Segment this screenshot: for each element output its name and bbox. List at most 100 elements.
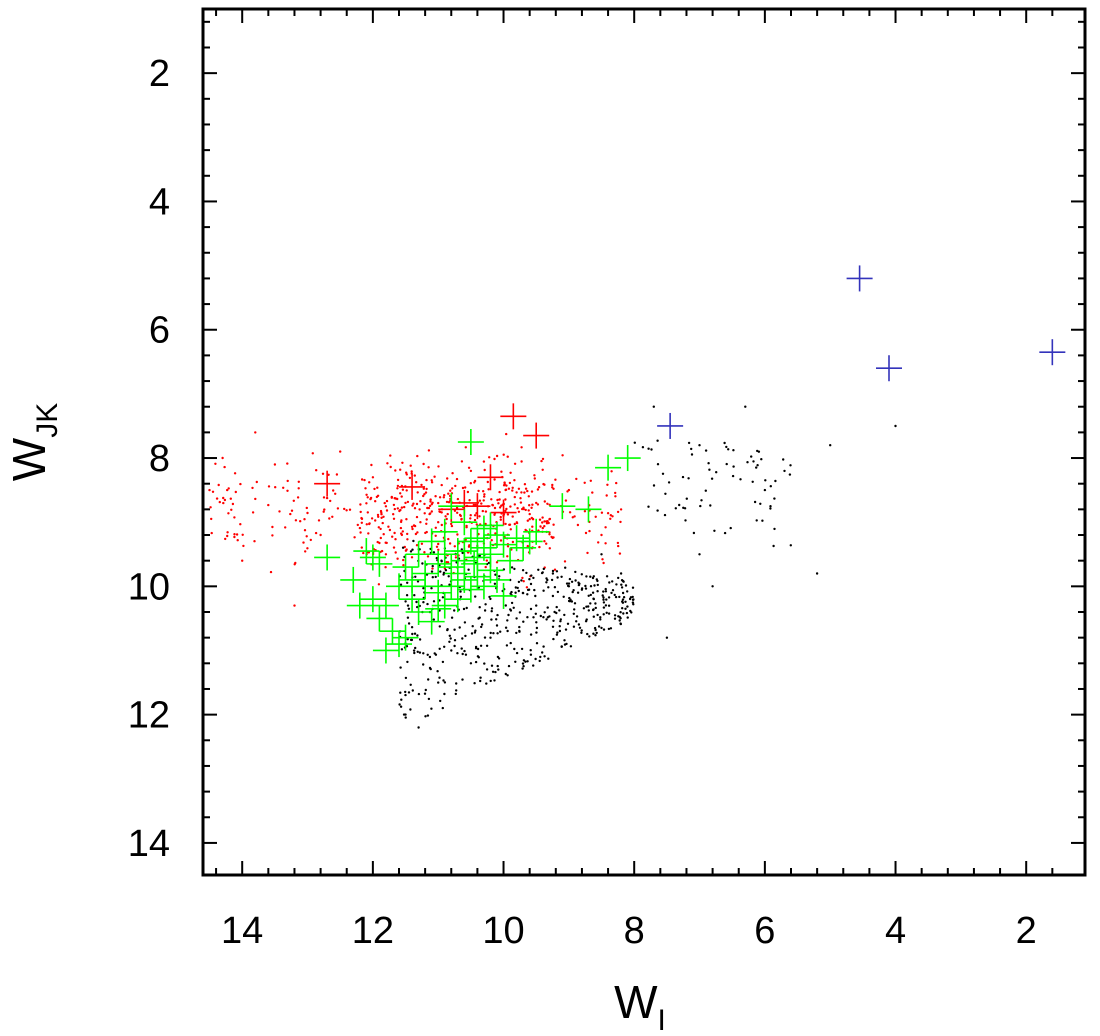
red-dot-point [390,495,393,499]
red-dot-point [524,508,527,512]
black-dot-point [411,689,414,692]
red-dot-point [468,499,471,502]
black-dot-point [535,631,538,634]
red-dot-point [495,454,499,458]
red-dot-point [380,516,383,519]
red-dot-point [493,457,496,461]
black-dot-point [409,708,412,711]
red-dot-point [359,531,362,534]
black-dot-point [641,446,645,449]
black-dot-point [441,596,445,599]
black-dot-point [490,607,494,610]
red-dot-point [233,533,236,536]
red-dot-point [540,459,543,463]
red-dot-point [293,604,296,607]
black-dot-point [558,629,562,633]
black-dot-point [698,444,701,447]
black-dot-point [409,550,413,553]
red-dot-point [548,533,551,536]
red-dot-point [597,541,600,544]
black-dot-point [578,626,582,629]
red-dot-point [406,532,409,536]
red-dot-point [434,526,437,529]
red-dot-point [210,531,213,535]
black-dot-point [476,655,480,658]
red-dot-point [616,541,620,545]
red-dot-point [422,494,425,498]
black-dot-point [431,564,434,568]
red-dot-point [396,507,399,510]
black-dot-point [529,649,532,652]
black-dot-point [576,591,580,594]
red-dot-point [422,462,425,466]
black-dot-point [746,461,749,464]
black-dot-point [573,608,576,611]
black-dot-point [532,616,535,619]
black-dot-point [683,507,687,510]
red-dot-point [451,487,454,490]
black-dot-point [613,593,616,597]
red-dot-point [254,431,257,434]
red-dot-point [415,515,419,519]
black-dot-point [439,570,442,573]
black-dot-point [621,591,625,595]
black-dot-point [619,611,622,614]
black-dot-point [550,578,554,582]
red-dot-point [473,481,476,484]
black-dot-point [510,601,514,605]
black-dot-point [588,635,591,638]
red-dot-point [511,486,514,489]
red-dot-point [370,463,373,467]
red-dot-point [234,490,237,494]
red-dot-point [536,503,540,506]
black-dot-point [571,590,574,594]
black-dot-point [687,477,690,480]
red-dot-point [289,512,292,516]
red-dot-point [513,495,516,499]
black-dot-point [564,566,567,569]
red-dot-point [440,523,443,527]
red-dot-point [399,526,403,530]
black-dot-point [678,503,681,507]
green-plus-marker [490,531,517,558]
red-dot-point [413,507,417,510]
black-dot-point [529,653,533,656]
black-dot-point [547,657,550,660]
red-dot-point [233,516,236,519]
red-dot-point [377,526,380,529]
red-dot-point [453,509,457,512]
black-dot-point [422,663,425,666]
black-dot-point [526,660,529,663]
black-dot-point [601,594,604,597]
red-dot-point [447,501,451,504]
black-dot-point [602,598,605,601]
black-dot-point [555,633,559,636]
black-dot-point [474,645,478,649]
black-dot-point [709,504,712,507]
red-dot-point [416,491,419,494]
black-dot-point [488,595,491,599]
black-dot-point [652,405,655,408]
black-dot-point [783,469,786,473]
red-dot-point [543,525,546,528]
red-dot-point [519,501,523,504]
black-dot-point [704,449,708,452]
red-dot-point [604,526,607,529]
black-dot-point [509,608,512,611]
red-dot-point [427,449,431,452]
black-dot-point [621,598,625,601]
black-dot-point [681,475,685,479]
red-dot-point [545,542,548,545]
red-dot-point [543,540,546,543]
red-dot-point [437,521,440,524]
black-dot-point [424,715,427,718]
red-dot-point [499,515,502,519]
red-dot-point [317,519,321,522]
green-plus-marker [444,586,471,613]
y-axis-label-sub: JK [31,403,64,438]
marks-layer [208,265,1066,729]
black-dot-point [522,665,525,668]
red-dot-point [394,469,397,472]
red-dot-point [254,497,257,501]
green-plus-marker [359,544,386,571]
